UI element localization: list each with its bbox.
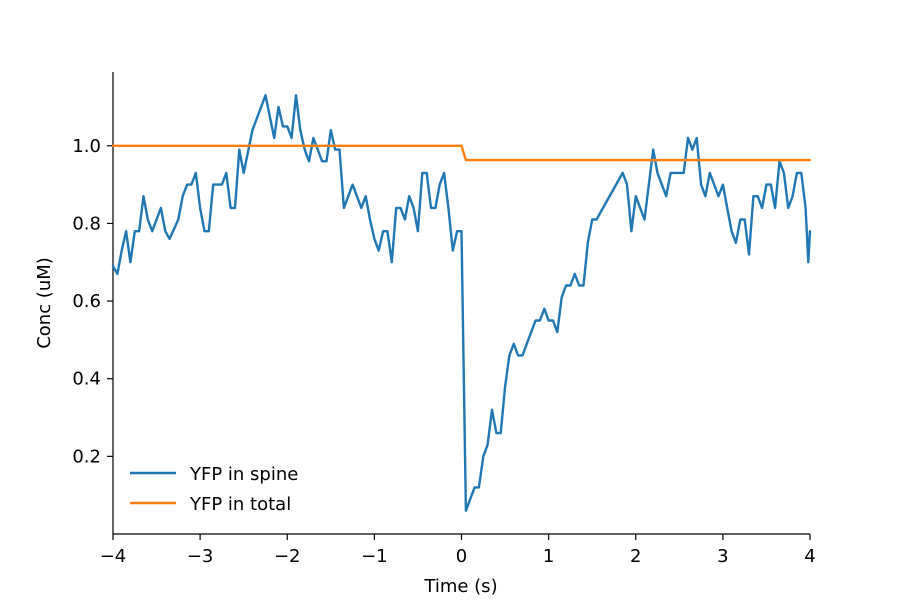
x-axis-label: Time (s) [423,576,497,597]
x-tick-label: −2 [274,546,301,567]
series-layer [111,94,812,512]
x-tick-label: −3 [187,546,214,567]
y-tick-label: 0.2 [72,446,101,467]
x-tick-label: 1 [543,546,554,567]
y-ticks: 0.2 0.4 0.6 0.8 1.0 [72,136,113,467]
y-axis-label: Conc (uM) [34,257,55,349]
y-tick-label: 1.0 [72,136,101,157]
y-tick-label: 0.8 [72,213,101,234]
x-tick-label: 0 [456,546,467,567]
x-tick-label: −4 [100,546,127,567]
x-tick-label: 2 [630,546,641,567]
series-line-yfp-spine [111,94,812,512]
legend-label-spine: YFP in spine [189,464,298,485]
y-tick-label: 0.6 [72,291,101,312]
y-tick-label: 0.4 [72,369,101,390]
plot-area: −4 −3 −2 −1 0 1 2 3 4 0.2 0.4 0.6 0.8 1.0 [72,72,816,567]
x-tick-label: 3 [717,546,728,567]
x-tick-label: −1 [361,546,388,567]
legend-label-total: YFP in total [189,494,291,515]
series-line-yfp-total [111,144,812,162]
legend: YFP in spine YFP in total [130,464,298,515]
x-tick-label: 4 [804,546,815,567]
x-ticks: −4 −3 −2 −1 0 1 2 3 4 [100,534,816,567]
